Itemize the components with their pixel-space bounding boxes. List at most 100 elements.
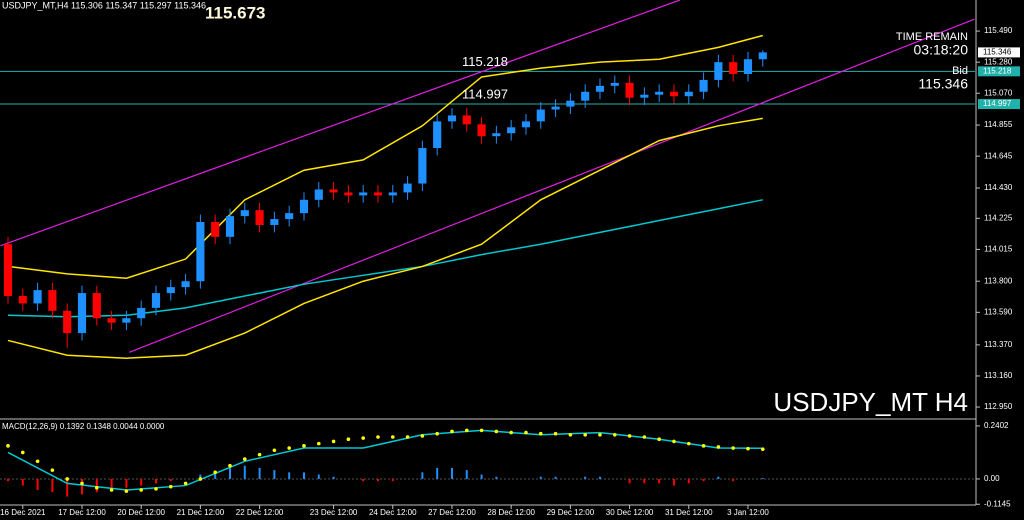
candle-body	[388, 192, 397, 196]
bid-value: 115.346	[918, 76, 968, 92]
signal-dot	[657, 437, 661, 442]
candle-body	[433, 121, 442, 149]
y-tick-label: 114.645	[984, 151, 1013, 160]
signal-dot	[168, 484, 173, 489]
candle-body	[63, 310, 72, 334]
signal-dot	[6, 444, 10, 448]
signal-dot	[228, 463, 232, 468]
candle-body	[418, 148, 427, 184]
candle-body	[107, 318, 116, 323]
y-tick-label: 113.160	[984, 371, 1013, 380]
candle-body	[48, 290, 57, 311]
x-tick-label: 21 Dec 12:00	[177, 508, 225, 517]
y-tick-label: 115.280	[984, 57, 1013, 66]
candle-body	[699, 79, 708, 92]
signal-dot	[672, 439, 676, 444]
signal-dot	[213, 470, 217, 475]
y-tick-label: 113.370	[984, 340, 1013, 349]
level-label: 115.218	[462, 54, 508, 69]
y-tick-label: 115.070	[984, 88, 1013, 97]
candle-body	[492, 133, 501, 137]
plot-area	[0, 0, 975, 359]
timer-label: TIME REMAIN	[896, 31, 968, 43]
candle-body	[344, 192, 353, 196]
big-price: 115.673	[205, 3, 266, 22]
signal-dot	[316, 441, 321, 446]
watermark: USDJPY_MT H4	[773, 387, 968, 417]
candle-body	[640, 94, 649, 98]
signal-dot	[612, 432, 617, 437]
signal-dot	[20, 450, 25, 455]
x-tick-label: 16 Dec 2021	[0, 508, 46, 517]
signal-dot	[524, 430, 528, 435]
macd-label: MACD(12,26,9) 0.1392 0.1348 0.0044 0.000…	[2, 422, 165, 431]
signal-dot	[154, 487, 158, 491]
x-tick-label: 20 Dec 12:00	[117, 508, 165, 517]
y-tick-label: 113.800	[984, 276, 1013, 285]
signal-dot	[583, 432, 587, 437]
signal-dot	[272, 448, 277, 453]
signal-dot	[183, 481, 188, 486]
x-tick-label: 31 Dec 12:00	[665, 508, 713, 517]
signal-dot	[701, 444, 706, 448]
signal-dot	[450, 429, 454, 434]
signal-dot	[435, 431, 439, 436]
signal-dot	[198, 477, 203, 481]
candle-body	[758, 52, 767, 60]
x-tick-label: 17 Dec 12:00	[58, 508, 106, 517]
candle-body	[299, 199, 309, 214]
x-tick-label: 27 Dec 12:00	[428, 508, 476, 517]
signal-dot	[598, 432, 602, 437]
signal-dot	[331, 439, 336, 444]
candle-body	[92, 293, 101, 319]
level-tag	[978, 66, 1020, 77]
signal-dot	[361, 436, 365, 440]
candle-body	[403, 183, 412, 193]
indicator-line	[7, 117, 763, 359]
indicator-line	[7, 34, 763, 280]
price-tag	[978, 47, 1020, 58]
x-tick-label: 23 Dec 12:00	[310, 508, 358, 517]
candle-body	[225, 216, 235, 237]
candle-body	[151, 293, 161, 308]
signal-dot	[553, 431, 558, 436]
signal-dot	[568, 432, 573, 437]
candle-body	[33, 290, 42, 304]
signal-dot	[346, 437, 351, 442]
candle-body	[625, 82, 634, 98]
candle-body	[669, 91, 679, 97]
signal-dot	[464, 428, 469, 433]
level-tag-label: 115.218	[983, 66, 1012, 75]
signal-dot	[80, 481, 84, 486]
signal-dot	[760, 447, 765, 451]
candle-body	[77, 293, 87, 334]
candle-body	[521, 121, 531, 128]
signal-dot	[124, 489, 129, 493]
trendline	[0, 0, 681, 247]
macd-line	[7, 429, 763, 491]
x-tick-label: 22 Dec 12:00	[236, 508, 284, 517]
candle-body	[270, 219, 279, 225]
candle-body	[729, 62, 738, 75]
candle-body	[447, 115, 457, 122]
x-tick-label: 3 Jan 12:00	[727, 508, 769, 517]
candle-body	[655, 91, 664, 95]
candle-body	[462, 115, 471, 125]
signal-dot	[242, 457, 247, 461]
chart-title: USDJPY_MT,H4 115.306 115.347 115.297 115…	[2, 0, 206, 10]
candle-body	[743, 59, 753, 75]
candle-body	[359, 192, 368, 196]
candle-body	[314, 189, 323, 200]
candle-body	[255, 210, 264, 225]
signal-dot	[627, 434, 632, 438]
signal-dot	[509, 430, 513, 435]
candle-body	[122, 318, 131, 323]
signal-dot	[746, 446, 750, 451]
candle-body	[166, 287, 175, 294]
signal-dot	[139, 488, 143, 492]
candle-body	[181, 281, 190, 288]
signal-dot	[94, 485, 99, 490]
candle-body	[581, 91, 590, 101]
